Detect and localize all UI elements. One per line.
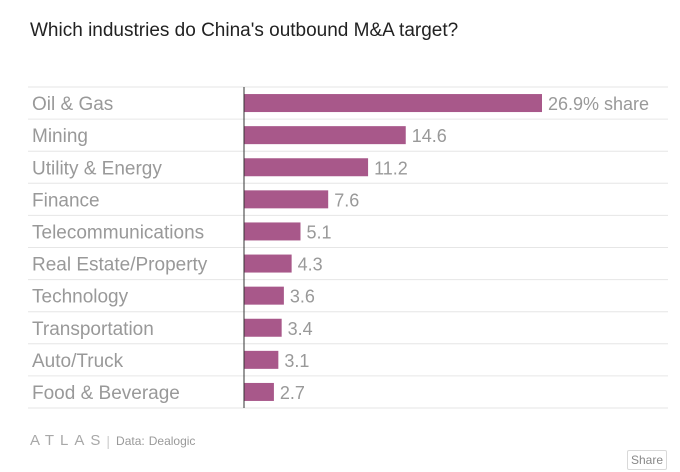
category-label: Oil & Gas	[32, 94, 113, 115]
bar[interactable]	[244, 94, 542, 113]
bar-chart: Oil & Gas 26.9% share Mining 14.6 Utility & …	[28, 86, 668, 409]
bar[interactable]	[244, 350, 279, 369]
share-button[interactable]: Share	[627, 450, 667, 470]
bar[interactable]	[244, 318, 282, 337]
footer: ATLAS | Data: Dealogic	[30, 432, 195, 449]
value-label: 3.1	[284, 351, 309, 371]
category-label: Finance	[32, 190, 100, 211]
chart-title: Which industries do China's outbound M&A…	[30, 20, 459, 41]
bar[interactable]	[244, 254, 292, 273]
category-label: Mining	[32, 126, 88, 147]
value-label: 7.6	[334, 190, 359, 210]
bar[interactable]	[244, 286, 284, 305]
value-label: 3.6	[290, 287, 315, 307]
bar[interactable]	[244, 158, 369, 177]
category-label: Telecommunications	[32, 222, 204, 243]
category-label: Transportation	[32, 319, 154, 340]
bar[interactable]	[244, 190, 329, 209]
atlas-logo[interactable]: ATLAS	[30, 432, 107, 449]
footer-separator: |	[106, 432, 111, 449]
value-label: 4.3	[298, 255, 323, 275]
bar[interactable]	[244, 222, 301, 241]
category-label: Utility & Energy	[32, 158, 162, 179]
value-label: 11.2	[374, 158, 408, 178]
value-label: 2.7	[280, 383, 305, 403]
value-label: 3.4	[288, 319, 313, 339]
value-label: 14.6	[412, 126, 447, 146]
source-name: Dealogic	[148, 433, 196, 448]
category-label: Real Estate/Property	[32, 255, 208, 276]
bar[interactable]	[244, 382, 274, 401]
value-label: 26.9% share	[548, 94, 649, 114]
category-label: Food & Beverage	[32, 383, 180, 404]
value-label: 5.1	[306, 222, 331, 242]
category-label: Auto/Truck	[32, 351, 124, 372]
bar[interactable]	[244, 126, 406, 145]
category-label: Technology	[32, 287, 129, 308]
source-prefix: Data:	[116, 433, 145, 448]
